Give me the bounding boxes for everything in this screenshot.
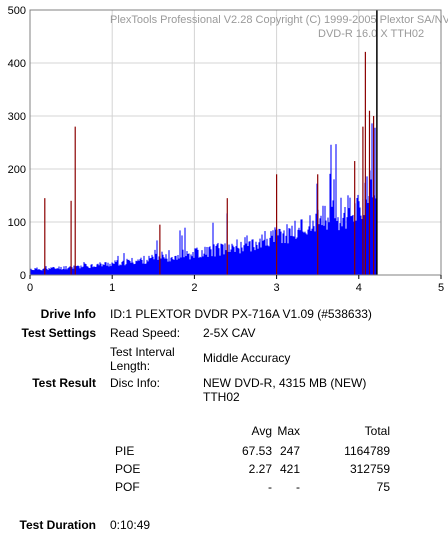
results-row-pie-avg: 67.53 (241, 444, 272, 458)
results-row-pof-max: - (296, 480, 300, 494)
plot-frame (29, 9, 442, 276)
test-result-label: Test Result (32, 376, 96, 390)
watermark-line-2: DVD-R 16.0 X TTH02 (318, 28, 424, 40)
pie-series (30, 123, 377, 275)
pie-poe-chart: PlexTools Professional V2.28 Copyright (… (8, 5, 448, 294)
results-header-max: Max (277, 424, 300, 438)
disc-info-value-1: NEW DVD-R, 4315 MB (NEW) (203, 376, 367, 390)
y-tick-label: 200 (8, 164, 26, 176)
results-row-poe-max: 421 (279, 462, 300, 476)
results-row-pie-max: 247 (279, 444, 300, 458)
x-tick-label: 5 (438, 282, 444, 294)
results-row-pie-total: 1164789 (344, 444, 390, 458)
read-speed-value: 2-5X CAV (203, 326, 256, 340)
results-row-poe-avg: 2.27 (248, 462, 272, 476)
test-duration-label: Test Duration (19, 518, 96, 532)
test-interval-label-2: Length: (110, 359, 151, 373)
chart-grid (30, 10, 441, 275)
disc-info-label: Disc Info: (110, 376, 161, 390)
read-speed-label: Read Speed: (110, 326, 181, 340)
results-row-pof-total: 75 (376, 480, 390, 494)
results-header-total: Total (364, 424, 390, 438)
x-tick-label: 1 (109, 282, 115, 294)
y-axis-ticks: 0 100 200 300 400 500 (8, 5, 26, 282)
drive-info-label: Drive Info (40, 307, 96, 321)
test-settings-label: Test Settings (21, 326, 96, 340)
x-tick-label: 3 (274, 282, 280, 294)
results-row-pof-name: POF (115, 480, 140, 494)
test-interval-label-1: Test Interval (110, 345, 175, 359)
x-tick-label: 4 (356, 282, 362, 294)
y-tick-label: 0 (20, 270, 26, 282)
test-interval-value: Middle Accuracy (203, 351, 291, 365)
y-tick-label: 500 (8, 5, 26, 17)
y-tick-label: 400 (8, 58, 26, 70)
x-tick-label: 2 (191, 282, 197, 294)
results-row-poe-total: 312759 (349, 462, 390, 476)
x-axis-ticks: 0 1 2 3 4 5 (27, 275, 444, 294)
x-tick-label: 0 (27, 282, 33, 294)
watermark-line-1: PlexTools Professional V2.28 Copyright (… (110, 14, 448, 26)
y-tick-label: 300 (8, 111, 26, 123)
results-row-pie-name: PIE (115, 444, 135, 458)
test-duration-value: 0:10:49 (110, 518, 151, 532)
results-row-poe-name: POE (115, 462, 141, 476)
results-header-avg: Avg (251, 424, 272, 438)
poe-series (44, 51, 375, 275)
drive-info-value: ID:1 PLEXTOR DVDR PX-716A V1.09 (#538633… (110, 307, 372, 321)
disc-info-value-2: TTH02 (203, 390, 240, 404)
results-row-pof-avg: - (268, 480, 272, 494)
y-tick-label: 100 (8, 217, 26, 229)
